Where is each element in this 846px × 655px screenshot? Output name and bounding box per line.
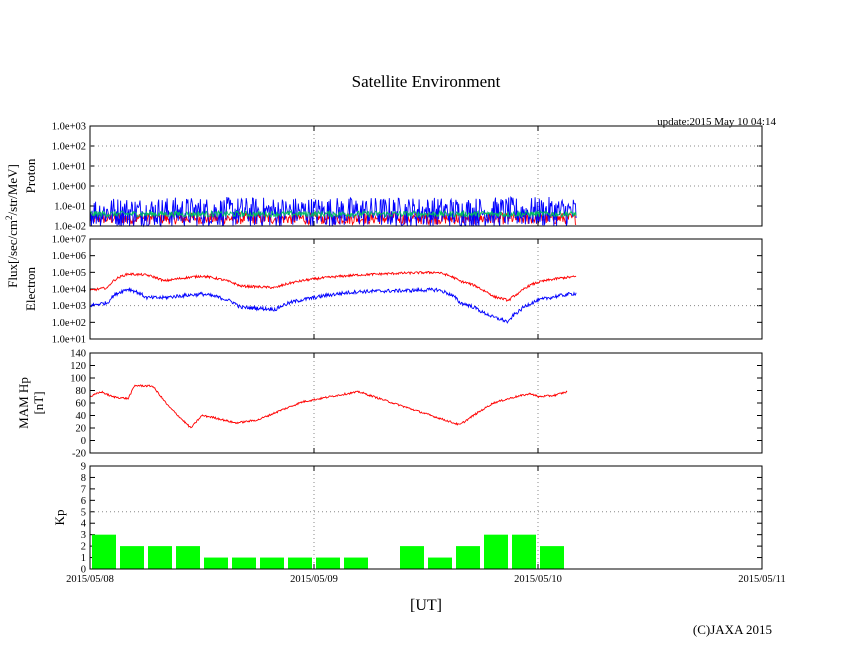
kp-bar — [232, 557, 256, 569]
y-tick-label: 1.0e+06 — [52, 251, 86, 262]
x-tick-label: 2015/05/11 — [738, 574, 785, 585]
kp-bar — [344, 557, 368, 569]
update-timestamp: update:2015 May 10 04:14 — [657, 116, 776, 128]
electron-series-blue-channel — [89, 286, 577, 324]
credit: (C)JAXA 2015 — [693, 622, 772, 637]
y-axis-label-mam-hp: MAM Hp[nT] — [16, 377, 46, 429]
y-tick-label: 1.0e+02 — [52, 142, 86, 153]
mam_hp-series-Hp — [89, 384, 568, 429]
panel-proton: 1.0e-02 1.0e-01 1.0e+00 1.0e+01 1.0e+02 1.0e+… — [23, 122, 763, 233]
y-tick-label: 40 — [76, 411, 87, 422]
flux-axis-label: Flux[/sec/cm2/str/MeV] — [4, 164, 20, 288]
kp-bar — [288, 557, 312, 569]
panel-frame — [89, 125, 763, 227]
y-tick-label: 4 — [81, 519, 87, 530]
panel-frame — [89, 465, 763, 570]
kp-bar — [456, 546, 480, 569]
electron-series-red-channel — [89, 270, 577, 302]
y-tick-label: 5 — [81, 507, 86, 518]
y-tick-label: 20 — [76, 424, 87, 435]
kp-bar — [260, 557, 284, 569]
y-tick-label: 100 — [70, 374, 86, 385]
y-tick-label: 8 — [81, 473, 86, 484]
y-tick-label: 1.0e+01 — [52, 335, 86, 346]
y-tick-label: 1.0e+01 — [52, 162, 86, 173]
y-tick-label: 1.0e+02 — [52, 318, 86, 329]
y-tick-label: 80 — [76, 386, 87, 397]
x-tick-label: 2015/05/08 — [66, 574, 114, 585]
x-tick-label: 2015/05/09 — [290, 574, 338, 585]
kp-bar — [484, 534, 508, 569]
kp-bar — [540, 546, 564, 569]
kp-bar — [92, 534, 116, 569]
y-tick-label: 7 — [81, 484, 86, 495]
y-tick-label: 1.0e+00 — [52, 182, 86, 193]
y-tick-label: 1.0e+07 — [52, 235, 86, 246]
y-tick-label: 140 — [70, 349, 86, 360]
y-tick-label: 6 — [81, 496, 86, 507]
kp-bar — [148, 546, 172, 569]
y-axis-label-proton: Proton — [23, 158, 38, 193]
panel-electron: 1.0e+01 1.0e+02 1.0e+03 1.0e+04 1.0e+05 1.0e+… — [23, 235, 763, 346]
y-tick-label: 9 — [81, 462, 86, 473]
y-tick-label: 1.0e-01 — [54, 202, 86, 213]
y-tick-label: 1 — [81, 553, 86, 564]
y-tick-label: 60 — [76, 399, 87, 410]
kp-bar — [428, 557, 452, 569]
kp-bar — [176, 546, 200, 569]
panels: 1.0e-021.0e-011.0e+001.0e+011.0e+021.0e+… — [16, 122, 763, 576]
y-tick-label: 0 — [81, 565, 86, 576]
y-tick-label: 1.0e+03 — [52, 122, 86, 133]
y-tick-label: 1.0e-02 — [54, 222, 86, 233]
flux-label-superscript: 2 — [4, 215, 14, 220]
x-tick-label: 2015/05/10 — [514, 574, 562, 585]
y-axis-label-mam-hp-line2: [nT] — [31, 391, 46, 414]
proton-series-green-channel — [89, 209, 577, 219]
y-axis-label-mam-hp-line1: MAM Hp — [16, 377, 31, 429]
y-axis-label-kp: Kp — [52, 510, 67, 526]
y-tick-label: 3 — [81, 530, 86, 541]
kp-bar — [512, 534, 536, 569]
x-axis-label: [UT] — [410, 597, 442, 614]
y-tick-label: 1.0e+05 — [52, 268, 86, 279]
y-tick-label: 120 — [70, 361, 86, 372]
y-tick-label: 0 — [81, 436, 86, 447]
flux-label-units: /str/MeV] — [5, 164, 20, 215]
y-tick-label: 1.0e+04 — [52, 285, 87, 296]
y-tick-label: -20 — [72, 449, 86, 460]
y-tick-label: 1.0e+03 — [52, 301, 86, 312]
panel-frame — [89, 352, 763, 454]
kp-bar — [400, 546, 424, 569]
y-tick-label: 2 — [81, 542, 86, 553]
kp-bar — [120, 546, 144, 569]
chart-title: Satellite Environment — [352, 72, 501, 91]
proton-series-blue-channel — [89, 196, 577, 228]
flux-label-main: Flux[/sec/cm — [5, 220, 20, 288]
panel-frame — [89, 238, 763, 340]
kp-bar — [204, 557, 228, 569]
x-axis-ticks: 2015/05/08 2015/05/09 2015/05/10 2015/05/11 — [66, 126, 786, 585]
kp-bar — [316, 557, 340, 569]
y-axis-label-electron: Electron — [23, 266, 38, 311]
